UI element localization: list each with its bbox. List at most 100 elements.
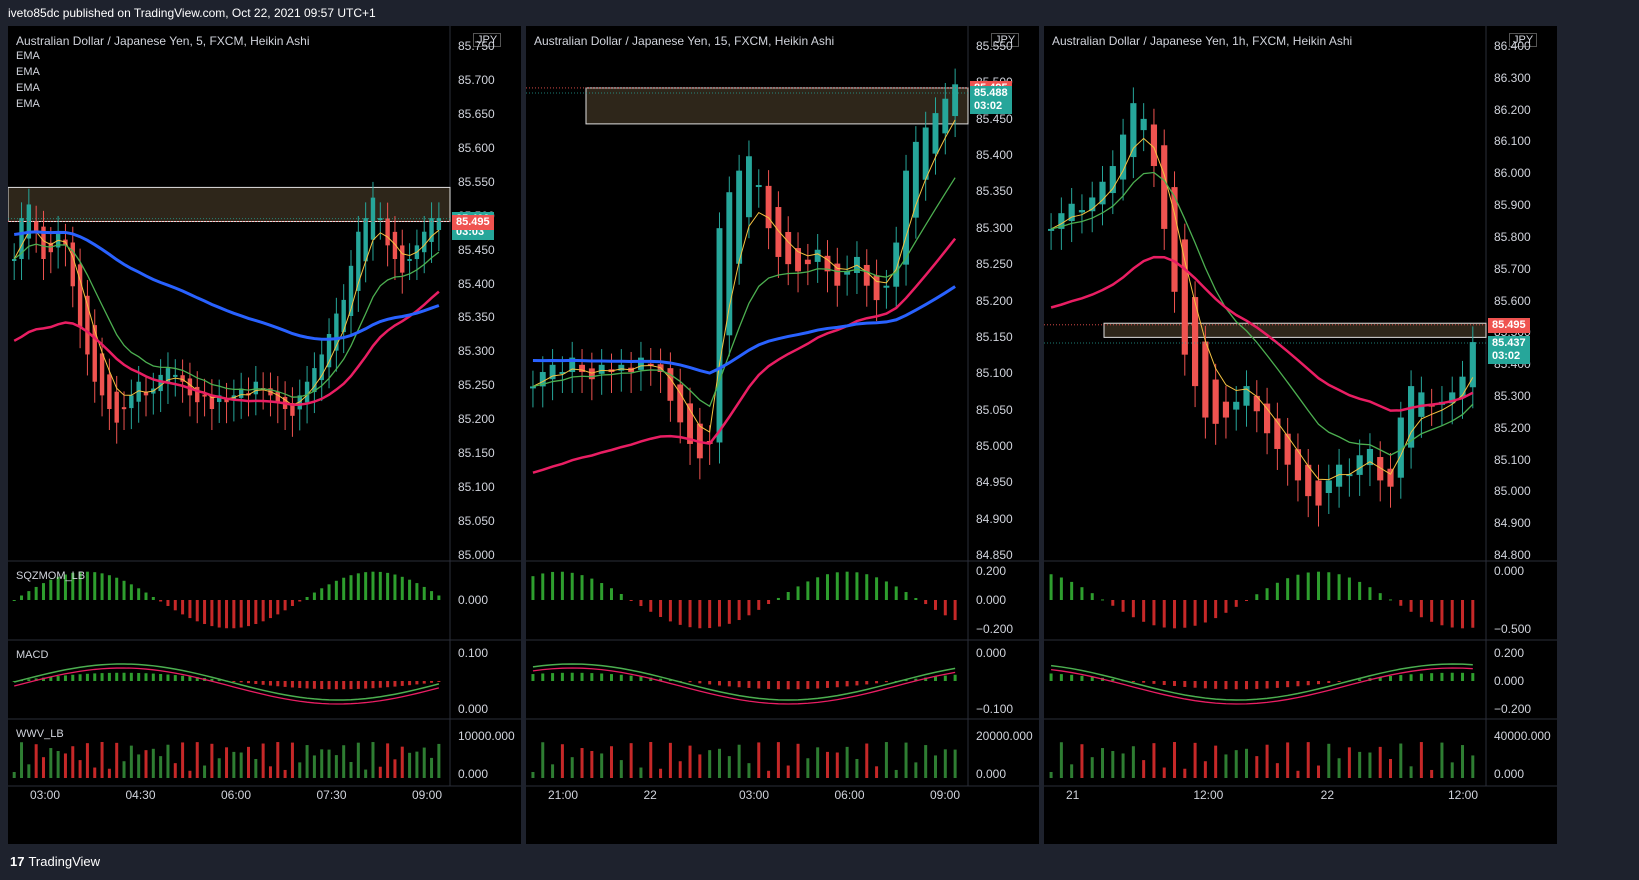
macd-histogram-bar	[1080, 675, 1084, 681]
macd-histogram-bar	[825, 681, 829, 688]
wwv-volume-bar	[1111, 751, 1115, 778]
macd-histogram-bar	[835, 681, 839, 688]
tradingview-logo-icon: 17	[10, 854, 25, 869]
squeeze-momentum-bar	[649, 600, 653, 612]
macd-histogram-bar	[570, 672, 574, 681]
currency-badge[interactable]: JPY	[991, 33, 1020, 47]
wwv-volume-bar	[659, 768, 663, 778]
candle-body	[385, 218, 390, 246]
squeeze-momentum-bar	[884, 581, 888, 600]
squeeze-momentum-bar	[865, 574, 869, 600]
macd-histogram-bar	[649, 677, 653, 681]
chart-panel-1h[interactable]: Australian Dollar / Japanese Yen, 1h, FX…	[1044, 26, 1557, 844]
macd-histogram-bar	[786, 681, 790, 690]
squeeze-momentum-bar	[386, 572, 390, 600]
wwv-volume-bar	[590, 751, 594, 778]
macd-histogram-bar	[195, 677, 199, 681]
squeeze-momentum-bar	[835, 572, 839, 600]
wwv-volume-bar	[430, 757, 434, 778]
macd-histogram-bar	[1049, 673, 1053, 681]
time-tick-label: 03:00	[30, 788, 61, 802]
squeeze-momentum-bar	[953, 600, 957, 621]
wwv-volume-bar	[1368, 752, 1372, 778]
tradingview-footer[interactable]: 17 TradingView	[10, 854, 100, 869]
time-tick-label: 12:00	[1193, 788, 1224, 802]
macd-signal-line	[14, 667, 440, 705]
wwv-volume-bar	[855, 758, 859, 778]
wwv-volume-bar	[1409, 766, 1413, 778]
wwv-volume-bar	[737, 744, 741, 778]
wwv-volume-bar	[678, 761, 682, 778]
squeeze-momentum-bar	[590, 578, 594, 600]
squeeze-momentum-bar	[845, 571, 849, 600]
macd-histogram-bar	[1275, 681, 1279, 688]
wwv-volume-bar	[1121, 753, 1125, 778]
price-tick-label: 85.100	[1494, 452, 1531, 467]
wwv-volume-bar	[1389, 758, 1393, 778]
squeeze-momentum-bar	[290, 600, 294, 606]
time-tick-label: 06:00	[834, 788, 865, 802]
currency-badge[interactable]: JPY	[473, 33, 502, 47]
wwv-volume-bar	[884, 742, 888, 778]
candle-body	[92, 325, 97, 382]
macd-histogram-bar	[727, 681, 731, 687]
currency-badge[interactable]: JPY	[1509, 33, 1538, 47]
panel-title: Australian Dollar / Japanese Yen, 1h, FX…	[1052, 34, 1353, 48]
price-tick-label: 86.400	[1494, 39, 1531, 53]
squeeze-momentum-bar	[767, 600, 771, 605]
panel-title: Australian Dollar / Japanese Yen, 5, FXC…	[16, 34, 310, 48]
macd-histogram-bar	[78, 674, 82, 681]
candle-body	[638, 357, 644, 370]
macd-histogram-bar	[1461, 672, 1465, 681]
price-tick-label: 85.350	[458, 310, 495, 325]
candle-body	[804, 259, 811, 265]
wwv-volume-bar	[188, 770, 192, 778]
price-tick-label: 85.400	[458, 276, 495, 291]
macd-line	[532, 663, 956, 701]
wwv-volume-bar	[1090, 757, 1094, 778]
squeeze-momentum-bar	[422, 586, 426, 600]
macd-histogram-bar	[115, 672, 119, 681]
wwv-volume-bar	[298, 762, 302, 778]
candle-body	[217, 395, 222, 402]
macd-histogram-bar	[181, 675, 185, 681]
candle-body	[1315, 480, 1322, 506]
chart-panel-15m[interactable]: Australian Dollar / Japanese Yen, 15, FX…	[526, 26, 1039, 844]
wwv-volume-bar	[400, 746, 404, 778]
wwv-volume-bar	[1275, 763, 1279, 778]
candle-body	[143, 391, 149, 396]
macd-histogram-bar	[188, 676, 192, 681]
candle-body	[407, 259, 412, 261]
sqz-tick-label: −0.200	[976, 622, 1014, 636]
squeeze-momentum-bar	[63, 574, 67, 600]
wwv-volume-bar	[933, 755, 937, 778]
candle-body	[795, 248, 801, 272]
price-tick-label: 84.900	[1494, 516, 1531, 531]
squeeze-momentum-bar	[378, 571, 382, 600]
squeeze-momentum-bar	[1234, 600, 1238, 607]
macd-histogram-bar	[1173, 681, 1177, 687]
macd-histogram-bar	[349, 681, 353, 690]
price-tick-label: 85.300	[976, 220, 1013, 235]
wwv-volume-bar	[437, 743, 441, 778]
wwv-volume-bar	[953, 749, 957, 778]
wwv-volume-bar	[1255, 756, 1259, 778]
candle-body	[765, 185, 772, 229]
wwv-volume-bar	[166, 744, 170, 778]
squeeze-momentum-bar	[159, 600, 163, 602]
wwv-volume-bar	[320, 749, 324, 778]
candle-body	[19, 218, 24, 259]
squeeze-momentum-bar	[1255, 594, 1259, 600]
price-tick-label: 85.250	[458, 378, 495, 393]
wwv-volume-bar	[1378, 746, 1382, 778]
ema-line-5	[532, 119, 956, 433]
candle-body	[1459, 376, 1466, 398]
candle-body	[530, 386, 536, 389]
chart-panel-5m[interactable]: Australian Dollar / Japanese Yen, 5, FXC…	[8, 26, 521, 844]
squeeze-momentum-bar	[629, 600, 633, 601]
squeeze-momentum-bar	[12, 600, 16, 601]
wwv-volume-bar	[27, 764, 31, 778]
candle-body	[1408, 386, 1415, 448]
price-tick-label: 85.650	[458, 106, 495, 121]
macd-histogram-bar	[422, 681, 426, 684]
